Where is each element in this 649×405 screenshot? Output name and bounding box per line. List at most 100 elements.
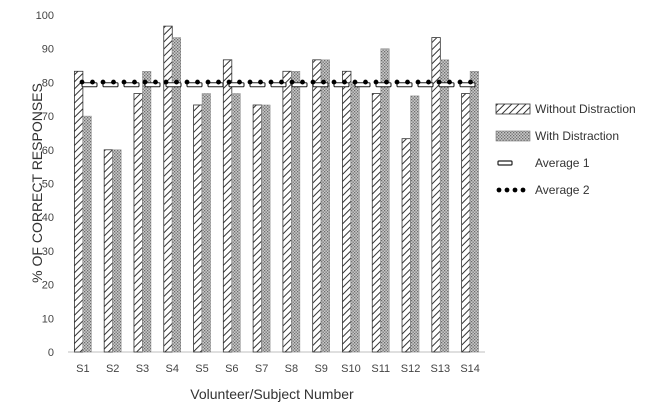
- bar-s2-without-distraction: [103, 149, 114, 353]
- average-2-dot: [363, 79, 368, 85]
- x-tick-label: S8: [285, 363, 298, 375]
- x-axis-title: Volunteer/Subject Number: [190, 386, 354, 402]
- bar-s7-with-distraction: [261, 104, 271, 353]
- y-axis-title: % OF CORRECT RESPONSES: [29, 83, 45, 283]
- bar-s8-with-distraction: [291, 71, 301, 353]
- average-2-dot: [279, 79, 284, 85]
- average-1-dash: [354, 82, 371, 88]
- x-axis-tick-labels: S1 S2 S3 S4 S5 S6 S7 S8 S9 S10 S11 S12 S13 S14: [76, 363, 480, 375]
- y-tick-label: 90: [42, 44, 54, 56]
- average-1-dash: [333, 82, 350, 88]
- average-1-dash: [186, 82, 203, 88]
- reference-lines: [79, 79, 476, 88]
- bar-s6-without-distraction: [222, 59, 233, 353]
- average-1-dash: [249, 82, 266, 88]
- legend-item-average-1: Average 1: [497, 156, 590, 170]
- average-2-dot: [352, 79, 358, 85]
- legend-label-average-2: Average 2: [535, 183, 590, 197]
- average-2-dot: [216, 79, 221, 85]
- average-2-dot: [405, 79, 410, 85]
- average-2-dot: [163, 79, 169, 85]
- x-tick-label: S5: [195, 363, 208, 375]
- y-tick-label: 40: [42, 212, 54, 224]
- legend-item-without-distraction: Without Distraction: [495, 102, 636, 116]
- legend-swatch-average-2: [496, 187, 526, 193]
- average-2-dot: [468, 79, 473, 85]
- average-1-dash: [375, 82, 392, 88]
- average-2-dot: [237, 79, 242, 85]
- bar-s10-with-distraction: [350, 82, 360, 353]
- bar-s1-without-distraction: [73, 70, 84, 353]
- average-2-line: [79, 79, 473, 85]
- bars: [73, 25, 479, 353]
- average-2-dot: [342, 79, 347, 85]
- average-2-dot: [195, 79, 200, 85]
- average-1-dash: [291, 82, 308, 88]
- y-tick-label: 100: [36, 10, 54, 22]
- legend: Without Distraction With Distraction Ave…: [495, 102, 636, 197]
- bar-s4-with-distraction: [172, 37, 181, 353]
- x-tick-label: S7: [255, 363, 268, 375]
- bar-s8-without-distraction: [282, 70, 292, 353]
- legend-swatch-with-distraction: [495, 130, 531, 142]
- average-2-dot: [426, 79, 431, 85]
- legend-item-average-2: Average 2: [496, 183, 590, 197]
- average-2-dot: [258, 79, 263, 85]
- average-2-dot: [300, 79, 305, 85]
- average-1-dash: [270, 82, 287, 88]
- bar-s9-without-distraction: [312, 59, 322, 353]
- average-1-dash: [312, 82, 329, 88]
- x-tick-label: S11: [371, 363, 390, 375]
- average-2-dot: [100, 79, 106, 85]
- average-2-dot: [79, 79, 85, 85]
- average-2-dot: [415, 79, 421, 85]
- average-2-dot: [174, 79, 179, 85]
- average-2-dot: [111, 79, 116, 85]
- average-1-dash: [228, 82, 245, 88]
- average-2-dot: [436, 79, 442, 85]
- y-tick-label: 30: [42, 246, 54, 258]
- bar-s12-with-distraction: [410, 95, 420, 353]
- legend-label-average-1: Average 1: [535, 156, 590, 170]
- bar-s4-without-distraction: [163, 25, 173, 353]
- average-1-dash: [417, 82, 434, 88]
- bar-s12-without-distraction: [401, 138, 411, 353]
- x-tick-label: S10: [341, 363, 361, 375]
- average-2-dot: [226, 79, 232, 85]
- x-tick-label: S9: [314, 363, 327, 375]
- bar-s5-with-distraction: [201, 93, 211, 353]
- bar-s11-without-distraction: [371, 93, 382, 353]
- bar-s10-without-distraction: [342, 70, 352, 353]
- bar-s11-with-distraction: [380, 48, 390, 353]
- y-axis-tick-labels: 0 10 20 30 40 50 60 70 80 90 100: [36, 10, 54, 359]
- x-tick-label: S4: [166, 363, 179, 375]
- average-2-dot: [184, 79, 190, 85]
- bar-s5-without-distraction: [193, 104, 203, 353]
- average-1-dash: [438, 82, 455, 88]
- average-2-dot: [394, 79, 400, 85]
- average-1-dash: [144, 82, 161, 88]
- average-1-dash: [459, 82, 476, 88]
- average-1-dash: [165, 82, 182, 88]
- y-tick-label: 10: [42, 313, 54, 325]
- bar-s13-with-distraction: [440, 59, 450, 353]
- average-2-dot: [153, 79, 158, 85]
- x-tick-label: S12: [401, 363, 421, 375]
- legend-label-with-distraction: With Distraction: [535, 129, 619, 143]
- average-1-dash: [81, 82, 98, 88]
- y-tick-label: 60: [42, 145, 54, 157]
- average-2-dot: [373, 79, 379, 85]
- average-2-dot: [331, 79, 337, 85]
- legend-swatch-without-distraction: [495, 103, 531, 115]
- legend-item-with-distraction: With Distraction: [495, 129, 619, 143]
- x-tick-label: S6: [225, 363, 238, 375]
- average-2-dot: [457, 79, 463, 85]
- bar-s7-without-distraction: [252, 104, 263, 353]
- bar-s3-with-distraction: [142, 71, 152, 353]
- x-tick-label: S2: [106, 363, 119, 375]
- average-2-dot: [310, 79, 316, 85]
- average-1-dash: [102, 82, 119, 88]
- x-tick-label: S3: [136, 363, 149, 375]
- average-1-dash: [207, 82, 224, 88]
